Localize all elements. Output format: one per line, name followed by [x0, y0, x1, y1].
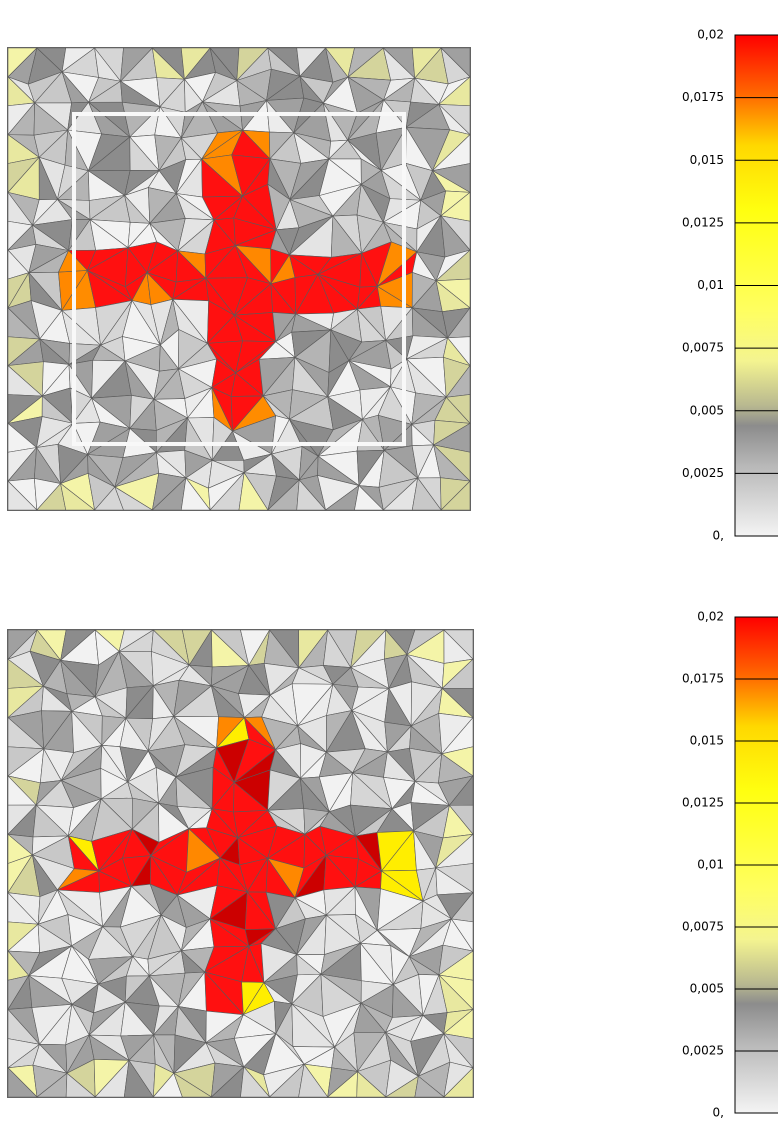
- mesh-element: [440, 480, 471, 511]
- mesh-element: [7, 480, 38, 511]
- mesh-element: [411, 477, 442, 511]
- mesh-element: [60, 482, 96, 511]
- scale-label: 0,005: [690, 403, 724, 417]
- mesh-element: [173, 1072, 213, 1098]
- scale-label: 0,01: [697, 858, 724, 872]
- scale-label: 0,0075: [682, 920, 724, 934]
- inner-frame: [72, 112, 406, 446]
- scale-label: 0,0125: [682, 215, 724, 229]
- scale-label: 0,01: [697, 278, 724, 292]
- scale-label: 0,0175: [682, 672, 724, 686]
- mesh-element: [298, 1063, 329, 1098]
- scale-label: 0,02: [697, 28, 724, 42]
- scale-label: 0,0025: [682, 1044, 724, 1058]
- mesh-element: [443, 1067, 474, 1098]
- mesh-element: [296, 479, 327, 511]
- mesh-element: [414, 1075, 445, 1098]
- mesh-element: [123, 1059, 154, 1098]
- scale-label: 0,: [713, 1106, 724, 1120]
- scale-label: 0,0075: [682, 341, 724, 355]
- scale-label: 0,015: [690, 734, 724, 748]
- content: 0,02 0,0175 0,015 0,0125 0,01 0,0075 0,005 0,00…: [6, 28, 778, 1120]
- scale-label: 0,0125: [682, 796, 724, 810]
- scale-label: 0,0025: [682, 466, 724, 480]
- scale-label: 0,: [713, 529, 724, 543]
- mesh-element: [65, 1072, 97, 1098]
- mesh-element: [238, 471, 269, 511]
- scale-label: 0,0175: [682, 90, 724, 104]
- mesh-element: [114, 486, 154, 511]
- mesh-element: [240, 1066, 271, 1098]
- mesh-element: [356, 1070, 387, 1098]
- mesh-element: [180, 477, 211, 511]
- mesh-element: [7, 1067, 38, 1098]
- scale-label: 0,02: [697, 610, 724, 624]
- scale-label: 0,005: [690, 982, 724, 996]
- scale-label: 0,015: [690, 153, 724, 167]
- mesh-element: [354, 484, 385, 511]
